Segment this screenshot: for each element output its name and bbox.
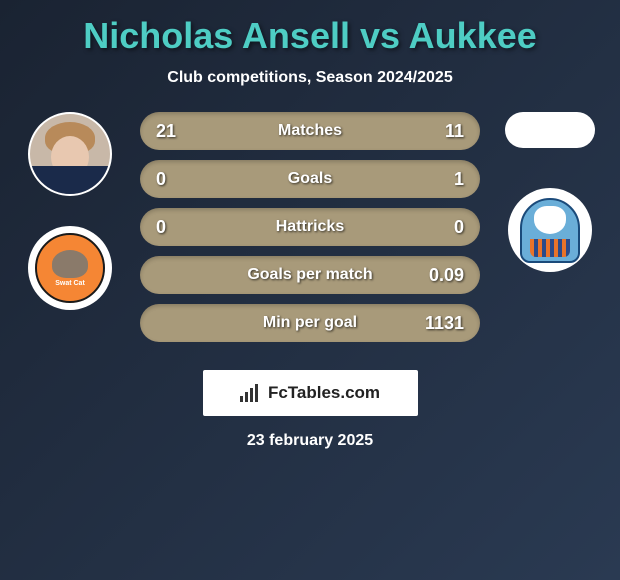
player-right-avatar — [505, 112, 595, 148]
stat-label: Goals per match — [216, 266, 404, 284]
stat-label: Matches — [216, 122, 404, 140]
stat-right-value: 0 — [404, 217, 464, 238]
club-left-label: Swat Cat — [55, 280, 85, 287]
stat-left-value: 0 — [156, 169, 216, 190]
stat-label: Min per goal — [216, 314, 404, 332]
stat-row-min-per-goal: Min per goal 1131 — [140, 304, 480, 342]
subtitle: Club competitions, Season 2024/2025 — [10, 69, 610, 87]
stat-right-value: 1 — [404, 169, 464, 190]
comparison-card: Nicholas Ansell vs Aukkee Club competiti… — [0, 0, 620, 460]
page-title: Nicholas Ansell vs Aukkee — [10, 15, 610, 57]
stat-row-goals: 0 Goals 1 — [140, 160, 480, 198]
left-column: Swat Cat — [10, 112, 130, 310]
stat-row-hattricks: 0 Hattricks 0 — [140, 208, 480, 246]
right-column — [490, 112, 610, 272]
stat-row-matches: 21 Matches 11 — [140, 112, 480, 150]
brand-box[interactable]: FcTables.com — [203, 370, 418, 416]
stat-right-value: 1131 — [404, 313, 464, 334]
stat-row-goals-per-match: Goals per match 0.09 — [140, 256, 480, 294]
stat-right-value: 0.09 — [404, 265, 464, 286]
club-badge-right — [508, 188, 592, 272]
chart-icon — [240, 384, 262, 402]
date-label: 23 february 2025 — [10, 432, 610, 450]
stat-label: Hattricks — [216, 218, 404, 236]
stat-left-value: 0 — [156, 217, 216, 238]
content-area: Swat Cat 21 Matches 11 0 Goals 1 0 Hattr… — [10, 112, 610, 352]
brand-text: FcTables.com — [268, 383, 380, 403]
player-left-avatar — [28, 112, 112, 196]
stat-right-value: 11 — [404, 121, 464, 142]
club-badge-left: Swat Cat — [28, 226, 112, 310]
stat-left-value: 21 — [156, 121, 216, 142]
stat-label: Goals — [216, 170, 404, 188]
stats-column: 21 Matches 11 0 Goals 1 0 Hattricks 0 Go… — [130, 112, 490, 352]
